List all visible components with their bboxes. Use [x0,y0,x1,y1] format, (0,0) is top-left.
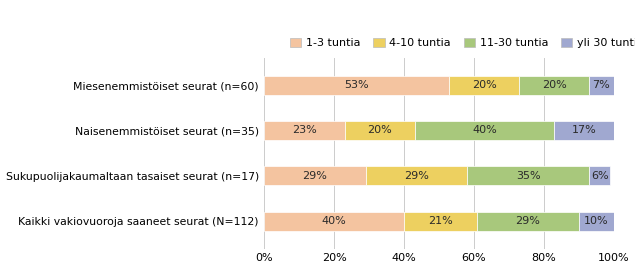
Text: 40%: 40% [472,125,497,136]
Text: 29%: 29% [516,216,540,226]
Text: 35%: 35% [516,171,540,181]
Bar [264,121,345,140]
Text: 7%: 7% [592,80,610,90]
Text: 29%: 29% [302,171,328,181]
Bar [264,76,450,95]
Text: 23%: 23% [292,125,317,136]
Bar [345,121,415,140]
Text: 17%: 17% [572,125,596,136]
Bar [478,212,578,231]
Bar [589,76,613,95]
Legend: 1-3 tuntia, 4-10 tuntia, 11-30 tuntia, yli 30 tuntia: 1-3 tuntia, 4-10 tuntia, 11-30 tuntia, y… [290,38,635,48]
Bar [264,212,404,231]
Text: 20%: 20% [367,125,392,136]
Bar [589,166,610,185]
Text: 20%: 20% [542,80,566,90]
Text: 20%: 20% [472,80,497,90]
Text: 10%: 10% [584,216,608,226]
Bar [366,166,467,185]
Text: 29%: 29% [404,171,429,181]
Text: 21%: 21% [429,216,453,226]
Bar [554,121,613,140]
Bar [578,212,613,231]
Text: 6%: 6% [591,171,608,181]
Bar [450,76,519,95]
Text: 40%: 40% [322,216,347,226]
Bar [467,166,589,185]
Bar [264,166,366,185]
Bar [404,212,478,231]
Text: 53%: 53% [345,80,369,90]
Bar [519,76,589,95]
Bar [415,121,554,140]
